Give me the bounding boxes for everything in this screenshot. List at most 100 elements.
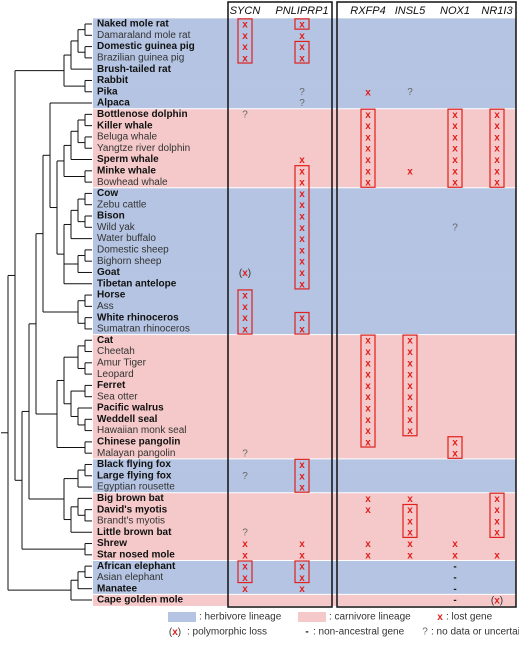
species-name: Leopard (97, 369, 134, 380)
mark-symbol: x (452, 448, 458, 459)
lineage-band (93, 571, 516, 584)
species-name: Ass (97, 301, 114, 312)
lineage-band (93, 52, 516, 64)
lineage-band (93, 368, 516, 381)
lineage-band (93, 255, 516, 268)
mark-symbol: x (407, 369, 413, 380)
species-name: Minke whale (97, 165, 156, 176)
mark-symbol: x (452, 539, 458, 550)
mark-symbol: ? (242, 471, 248, 482)
species-name: Rabbit (97, 75, 129, 86)
mark-symbol: ? (242, 448, 248, 459)
mark-symbol: x (407, 426, 413, 437)
species-name: Chinese pangolin (97, 437, 180, 448)
mark-symbol: - (453, 584, 456, 595)
species-name: Egyptian rousette (97, 482, 175, 493)
loss-box (447, 108, 463, 188)
mark-symbol: x (494, 155, 500, 166)
mark-symbol: x (242, 313, 248, 324)
species-name: Weddell seal (97, 414, 158, 425)
lineage-band (93, 199, 516, 211)
mark-symbol: x (299, 256, 305, 267)
mark-symbol: ? (407, 87, 413, 98)
mark-symbol: x (452, 437, 458, 448)
lineage-band (93, 120, 516, 132)
mark-symbol: (x) (169, 627, 181, 638)
species-name: Manatee (97, 583, 137, 594)
mark-symbol: x (242, 539, 248, 550)
mark-symbol: x (407, 505, 413, 516)
species-name: Yangtze river dolphin (97, 143, 190, 154)
mark-symbol: x (299, 177, 305, 188)
species-name: Horse (97, 290, 126, 301)
lineage-band (93, 549, 516, 561)
loss-box (294, 311, 310, 335)
mark-symbol: (x) (491, 595, 503, 606)
lineage-band (93, 18, 516, 30)
species-name: Bottlenose dolphin (97, 109, 188, 120)
lineage-band (93, 176, 516, 189)
mark-symbol: x (407, 347, 413, 358)
mark-symbol: x (437, 612, 443, 623)
mark-symbol: ? (299, 98, 305, 109)
legend-swatch (298, 612, 326, 622)
mark-symbol: x (365, 493, 371, 504)
lineage-band (93, 131, 516, 143)
mark-symbol: x (299, 460, 305, 471)
mark-symbol: ? (452, 222, 458, 233)
lineage-band (93, 560, 516, 573)
species-name: Cape golden mole (97, 595, 184, 606)
column-frame (336, 1, 517, 608)
species-name: Sea otter (97, 391, 138, 402)
species-name: Domestic sheep (97, 245, 169, 256)
legend-swatch (168, 612, 196, 622)
species-name: Tibetan antelope (97, 278, 177, 289)
legend: : herbivore lineage: carnivore lineage x:… (168, 612, 519, 638)
species-name: Water buffalo (97, 233, 156, 244)
lineage-band (93, 391, 516, 403)
loss-box (447, 436, 463, 459)
lineage-band (93, 63, 516, 76)
mark-symbol: x (299, 30, 305, 41)
lineage-band (93, 583, 516, 595)
gene-header: SYCN (230, 5, 261, 17)
lineage-band (93, 165, 516, 177)
lineage-band (93, 221, 516, 234)
mark-symbol: x (365, 87, 371, 98)
loss-box (360, 108, 376, 188)
lineage-band (93, 481, 516, 494)
lineage-band (93, 526, 516, 539)
species-name: Brandt's myotis (97, 516, 165, 527)
gene-header: RXFP4 (350, 5, 385, 17)
mark-symbol: x (407, 381, 413, 392)
mark-symbol: x (299, 166, 305, 177)
species-name: Hawaiian monk seal (97, 425, 187, 436)
mark-symbol: x (242, 301, 248, 312)
lineage-band (93, 323, 516, 335)
species-name: Domestic guinea pig (97, 41, 195, 52)
mark-symbol: - (305, 627, 308, 638)
mark-symbol: x (365, 155, 371, 166)
lineage-band (93, 345, 516, 358)
mark-symbol: x (452, 132, 458, 143)
mark-symbol: x (242, 584, 248, 595)
mark-symbol: x (299, 324, 305, 335)
mark-symbol: x (407, 550, 413, 561)
lineage-band (93, 436, 516, 448)
species-name: Wild yak (97, 222, 136, 233)
loss-box (489, 492, 505, 538)
lineage-band (93, 504, 516, 516)
mark-symbol: x (242, 324, 248, 335)
mark-symbol: x (299, 550, 305, 561)
gene-header: NOX1 (440, 5, 470, 17)
mark-symbol: x (407, 527, 413, 538)
lineage-band (93, 40, 516, 53)
gene-header: NR1I3 (481, 5, 513, 17)
lineage-band (93, 289, 516, 302)
mark-symbol: x (494, 132, 500, 143)
species-name: White rhinoceros (97, 312, 179, 323)
species-name: Little brown bat (97, 527, 172, 538)
species-name: Beluga whale (97, 132, 157, 143)
mark-symbol: x (299, 211, 305, 222)
